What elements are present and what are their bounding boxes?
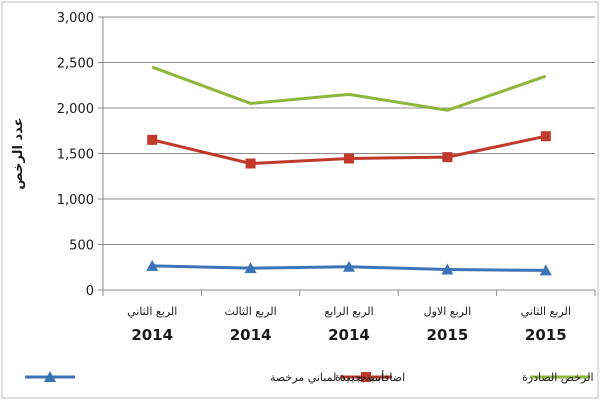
data-point: [442, 152, 453, 163]
legend-marker: [44, 371, 56, 382]
y-tick-label: 1,000: [57, 193, 94, 208]
x-tick-label-year: 2014: [328, 326, 370, 344]
y-tick-label: 2,500: [57, 57, 94, 72]
data-point: [344, 153, 354, 164]
y-tick-label: 3,000: [57, 11, 94, 26]
x-tick-label-quarter: الربع الرابع: [324, 305, 373, 318]
x-tick-label-quarter: الربع الاول: [424, 305, 472, 318]
x-tick-label-year: 2014: [131, 326, 173, 344]
x-tick-label-year: 2014: [230, 326, 272, 344]
data-point: [245, 158, 256, 169]
data-point: [147, 134, 158, 145]
x-tick-label-year: 2015: [525, 326, 567, 344]
y-tick-label: 1,500: [57, 148, 94, 163]
series-line-0: [151, 65, 547, 112]
legend-label: أبنية جديدة: [335, 370, 384, 384]
x-tick-label-year: 2015: [427, 326, 469, 344]
data-point: [244, 262, 257, 274]
data-point: [540, 131, 551, 142]
x-tick-label-quarter: الربع الثاني: [127, 305, 177, 318]
data-point: [343, 260, 355, 272]
legend-label: اضافات جديدة لمباني مرخصة: [270, 371, 405, 384]
x-tick-label-quarter: الربع الثالث: [225, 305, 277, 318]
y-tick-label: 0: [86, 284, 94, 299]
data-point: [146, 259, 159, 271]
legend-marker: [361, 372, 371, 382]
legend-label: الرخص الصادرة: [522, 371, 594, 384]
y-tick-label: 2,000: [57, 102, 94, 117]
data-point: [539, 264, 552, 276]
data-point: [441, 263, 454, 275]
x-tick-label-quarter: الربع الثاني: [521, 305, 571, 318]
y-axis-title: عدد الرخص: [11, 117, 26, 189]
y-tick-label: 500: [69, 239, 94, 254]
